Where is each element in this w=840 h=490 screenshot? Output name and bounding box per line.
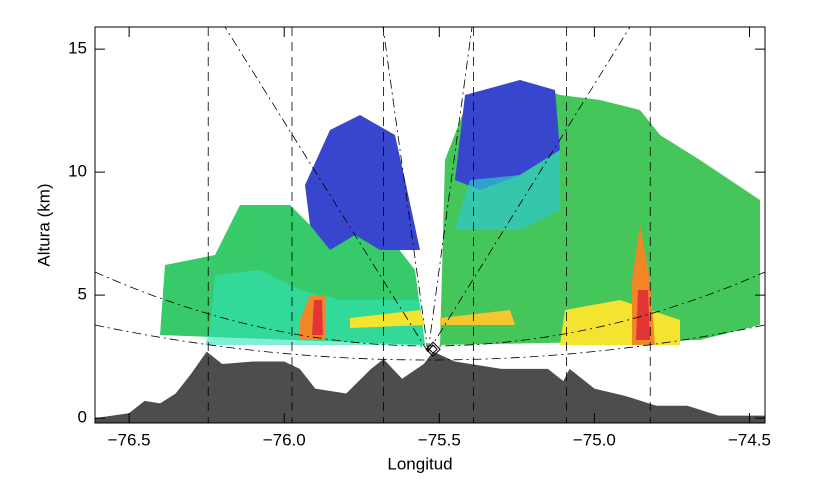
y-axis-title: Altura (km) [34,183,53,266]
y-tick-label: 15 [68,39,87,58]
echo-blue [305,115,420,250]
echo-yellow [350,310,425,328]
x-tick-label: −75.0 [573,430,616,449]
echo-blue [455,80,560,190]
x-axis-title: Longitud [387,454,452,473]
x-tick-label: −76.0 [263,430,306,449]
radar-marker [425,341,441,357]
echo-field [160,80,760,345]
terrain [95,351,765,423]
y-tick-label: 5 [78,285,87,304]
x-tick-label: −75.5 [418,430,461,449]
elevation-ray [382,26,429,353]
y-tick-label: 10 [68,162,87,181]
y-tick-label: 0 [78,408,87,427]
echo-yellow [440,310,515,325]
x-tick-label: −76.5 [108,430,151,449]
beam-arc [94,324,766,361]
echo-red [636,290,650,340]
elevation-ray [224,26,429,353]
x-tick-label: −74.5 [728,430,771,449]
elevation-ray [427,26,473,353]
elevation-ray [427,26,631,353]
echo-red [312,300,323,335]
echo-cyan [455,150,560,230]
plot-frame [94,26,766,424]
